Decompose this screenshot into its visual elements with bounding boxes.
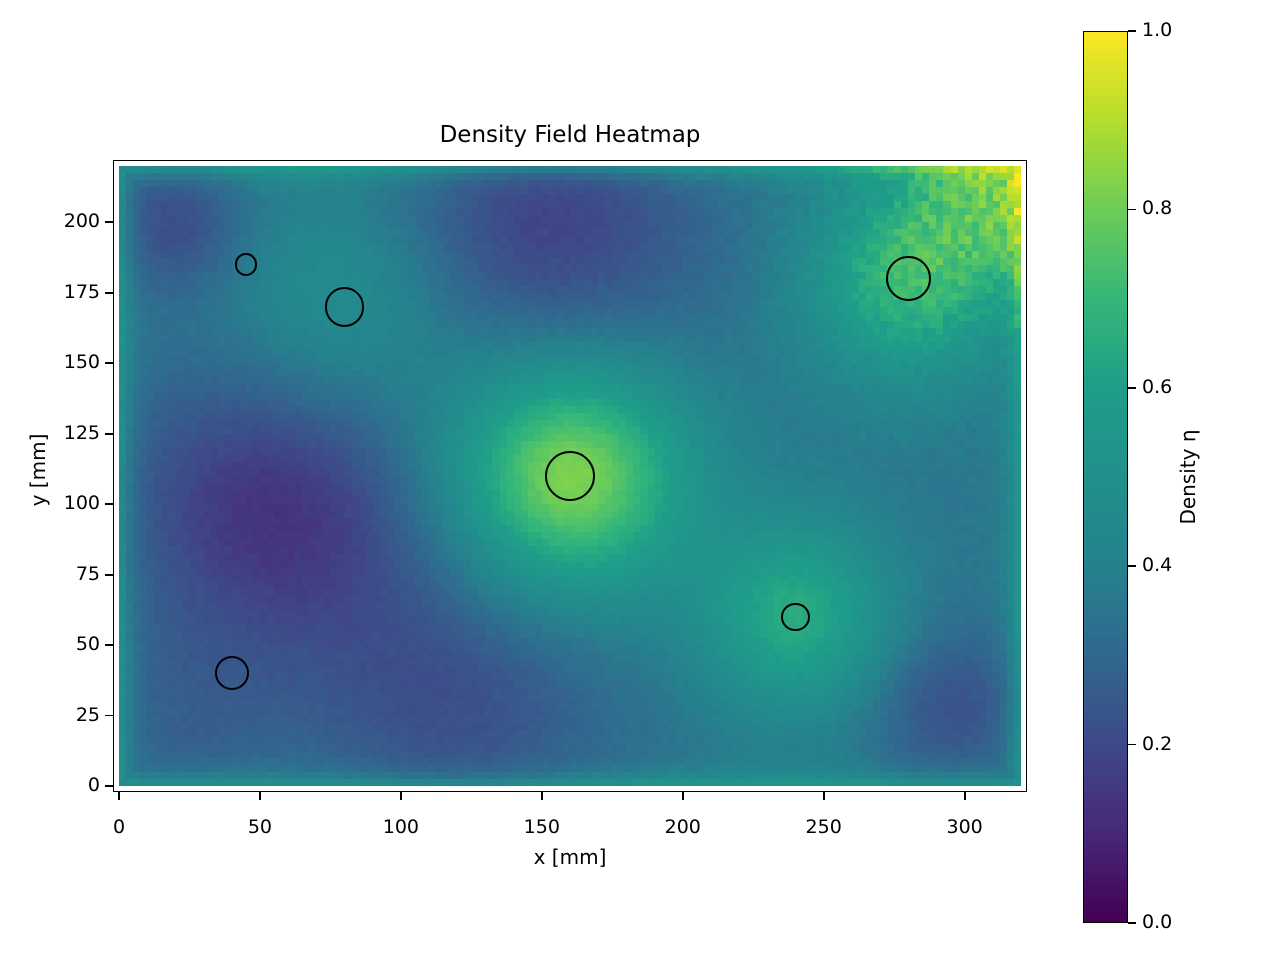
void-marker-circle [234, 253, 258, 276]
y-tick-label: 0 [87, 774, 100, 796]
colorbar-tick-label: 0.8 [1142, 197, 1173, 220]
x-tick-mark [399, 792, 402, 800]
y-tick-mark [105, 221, 113, 224]
x-axis-label: x [mm] [533, 845, 607, 869]
colorbar-tick-mark [1128, 386, 1136, 389]
colorbar-tick-mark [1128, 30, 1136, 32]
colorbar-tick-label: 0.4 [1142, 554, 1173, 577]
x-tick-mark [963, 792, 966, 800]
y-tick-label: 100 [63, 492, 100, 515]
void-marker-circle [781, 602, 810, 631]
y-tick-mark [105, 785, 113, 787]
y-tick-mark [105, 291, 113, 294]
colorbar-tick-mark [1128, 208, 1136, 211]
x-tick-label: 100 [382, 816, 419, 838]
y-tick-label: 150 [63, 351, 100, 374]
y-tick-mark [105, 503, 113, 506]
colorbar-label: Density η [1176, 429, 1200, 525]
x-tick-label: 250 [805, 816, 842, 838]
x-tick-mark [259, 792, 261, 800]
colorbar-tick-mark [1128, 922, 1136, 924]
x-tick-mark [681, 792, 684, 800]
y-axis-label: y [mm] [26, 433, 50, 507]
x-tick-label: 200 [664, 816, 701, 838]
void-marker-circle [214, 656, 249, 691]
x-tick-mark [822, 792, 825, 800]
y-tick-label: 75 [75, 562, 100, 585]
y-tick-mark [105, 714, 113, 717]
x-tick-label: 50 [247, 816, 273, 838]
colorbar-tick-label: 0.2 [1142, 732, 1173, 755]
y-tick-mark [105, 432, 113, 435]
chart-title: Density Field Heatmap [439, 122, 701, 148]
colorbar-tick-label: 0.0 [1142, 911, 1173, 933]
void-marker-circle [544, 450, 596, 502]
y-tick-mark [105, 573, 113, 576]
x-tick-mark [118, 792, 120, 800]
x-tick-label: 0 [112, 816, 126, 838]
colorbar-tick-mark [1128, 743, 1136, 746]
colorbar-tick-label: 1.0 [1142, 19, 1173, 41]
colorbar-gradient [1083, 31, 1128, 923]
colorbar-tick-label: 0.6 [1142, 375, 1173, 398]
y-tick-label: 200 [63, 210, 100, 233]
void-marker-circle [885, 256, 931, 302]
y-tick-label: 175 [63, 280, 100, 303]
y-tick-label: 50 [75, 633, 100, 656]
x-tick-label: 150 [523, 816, 560, 838]
y-tick-label: 25 [75, 703, 100, 726]
void-marker-circle [324, 287, 365, 327]
x-tick-mark [540, 792, 543, 800]
y-tick-label: 125 [63, 421, 100, 444]
x-tick-label: 300 [946, 816, 983, 838]
y-tick-mark [105, 362, 113, 365]
colorbar-tick-mark [1128, 565, 1136, 568]
y-tick-mark [105, 644, 113, 646]
